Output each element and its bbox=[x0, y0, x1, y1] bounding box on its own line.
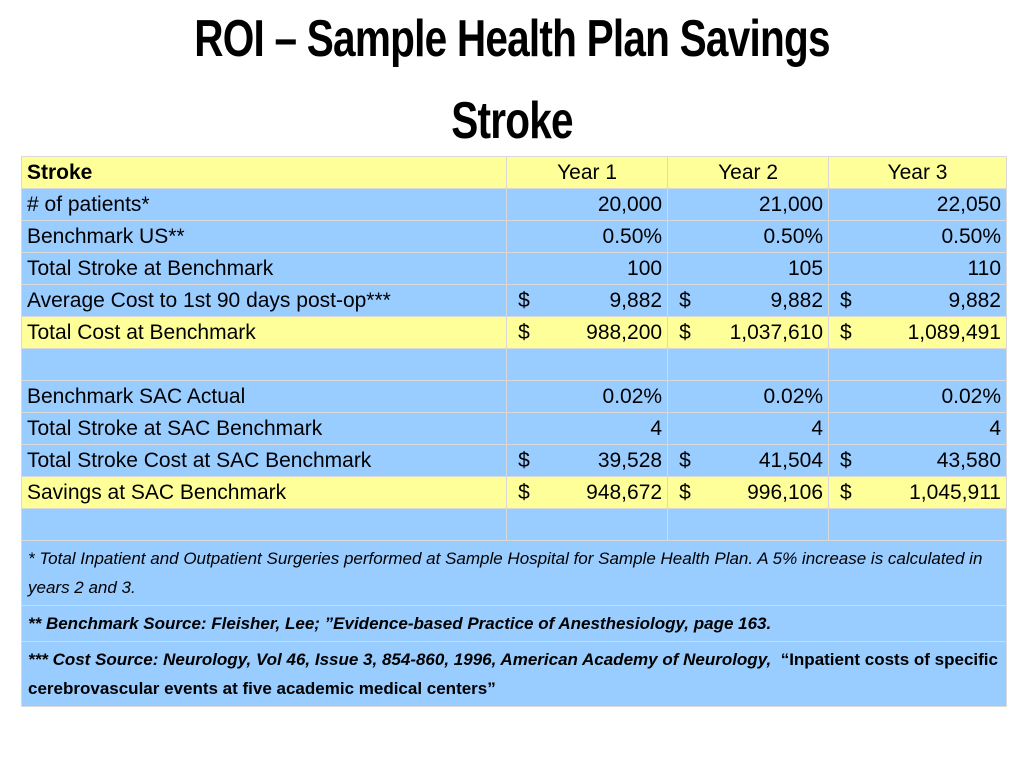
cell-year-2: 4 bbox=[667, 412, 830, 445]
currency-symbol: $ bbox=[518, 321, 530, 344]
cell-year-2: $996,106 bbox=[667, 476, 830, 509]
table-row-total-cost-benchmark: Total Cost at Benchmark $988,200 $1,037,… bbox=[20, 316, 1007, 349]
cell-year-2: 0.02% bbox=[667, 380, 830, 413]
cell-value: 43,580 bbox=[936, 449, 1001, 472]
header-year-2: Year 2 bbox=[667, 156, 830, 189]
cell-year-1: 0.50% bbox=[506, 220, 669, 253]
cell-year-1: 4 bbox=[506, 412, 669, 445]
cell-year-1: $39,528 bbox=[506, 444, 669, 477]
currency-symbol: $ bbox=[679, 481, 691, 504]
currency-symbol: $ bbox=[518, 449, 530, 472]
currency-symbol: $ bbox=[679, 449, 691, 472]
table-row-sac-actual: Benchmark SAC Actual 0.02% 0.02% 0.02% bbox=[20, 380, 1007, 413]
cell-value: 948,672 bbox=[586, 481, 663, 504]
footnote-row-3: *** Cost Source: Neurology, Vol 46, Issu… bbox=[21, 641, 1007, 707]
cell-year-3: $9,882 bbox=[828, 284, 1007, 317]
cell-year-3: 0.02% bbox=[828, 380, 1007, 413]
empty-cell bbox=[20, 508, 508, 541]
cell-value: 1,045,911 bbox=[909, 481, 1001, 504]
table-row-patients: # of patients* 20,000 21,000 22,050 bbox=[20, 188, 1007, 221]
roi-table: Stroke Year 1 Year 2 Year 3 # of patient… bbox=[20, 156, 1007, 707]
empty-cell bbox=[506, 348, 669, 381]
row-label: Benchmark US** bbox=[20, 220, 508, 253]
cell-year-2: 0.50% bbox=[667, 220, 830, 253]
currency-symbol: $ bbox=[679, 289, 691, 312]
cell-year-2: $9,882 bbox=[667, 284, 830, 317]
empty-cell bbox=[828, 508, 1007, 541]
cell-value: 9,882 bbox=[948, 289, 1001, 312]
cell-value: 1,089,491 bbox=[907, 321, 1001, 344]
header-year-1: Year 1 bbox=[506, 156, 669, 189]
cell-year-1: 0.02% bbox=[506, 380, 669, 413]
currency-symbol: $ bbox=[840, 321, 852, 344]
row-label: Benchmark SAC Actual bbox=[20, 380, 508, 413]
cell-year-2: 105 bbox=[667, 252, 830, 285]
header-row: Stroke Year 1 Year 2 Year 3 bbox=[20, 156, 1007, 189]
footnote-row-2: ** Benchmark Source: Fleisher, Lee; ”Evi… bbox=[21, 605, 1007, 642]
footnote-cost-source-title: “Inpatient costs of specific cerebrovasc… bbox=[28, 650, 998, 698]
header-year-3: Year 3 bbox=[828, 156, 1007, 189]
cell-value: 996,106 bbox=[747, 481, 824, 504]
table-row-total-stroke-sac: Total Stroke at SAC Benchmark 4 4 4 bbox=[20, 412, 1007, 445]
cell-year-1: $9,882 bbox=[506, 284, 669, 317]
row-label: Total Stroke at Benchmark bbox=[20, 252, 508, 285]
cell-year-1: 20,000 bbox=[506, 188, 669, 221]
currency-symbol: $ bbox=[518, 289, 530, 312]
currency-symbol: $ bbox=[518, 481, 530, 504]
table-row-spacer bbox=[20, 348, 1007, 381]
cell-year-1: $988,200 bbox=[506, 316, 669, 349]
cell-year-3: $1,045,911 bbox=[828, 476, 1007, 509]
table-row-benchmark-us: Benchmark US** 0.50% 0.50% 0.50% bbox=[20, 220, 1007, 253]
cell-year-3: $43,580 bbox=[828, 444, 1007, 477]
currency-symbol: $ bbox=[840, 289, 852, 312]
cell-year-3: 110 bbox=[828, 252, 1007, 285]
cell-year-2: 21,000 bbox=[667, 188, 830, 221]
currency-symbol: $ bbox=[679, 321, 691, 344]
row-label: # of patients* bbox=[20, 188, 508, 221]
empty-cell bbox=[667, 348, 830, 381]
row-label: Savings at SAC Benchmark bbox=[20, 476, 508, 509]
table-row-savings-sac: Savings at SAC Benchmark $948,672 $996,1… bbox=[20, 476, 1007, 509]
cell-year-2: $1,037,610 bbox=[667, 316, 830, 349]
empty-cell bbox=[506, 508, 669, 541]
cell-year-3: $1,089,491 bbox=[828, 316, 1007, 349]
currency-symbol: $ bbox=[840, 449, 852, 472]
cell-year-3: 4 bbox=[828, 412, 1007, 445]
table-row-total-stroke-cost-sac: Total Stroke Cost at SAC Benchmark $39,5… bbox=[20, 444, 1007, 477]
cell-year-3: 0.50% bbox=[828, 220, 1007, 253]
cell-value: 9,882 bbox=[609, 289, 663, 312]
table-row-total-stroke-benchmark: Total Stroke at Benchmark 100 105 110 bbox=[20, 252, 1007, 285]
footnote-patients: * Total Inpatient and Outpatient Surgeri… bbox=[21, 540, 1007, 606]
table-row-average-cost: Average Cost to 1st 90 days post-op*** $… bbox=[20, 284, 1007, 317]
cell-year-2: $41,504 bbox=[667, 444, 830, 477]
cell-year-3: 22,050 bbox=[828, 188, 1007, 221]
footnote-row-1: * Total Inpatient and Outpatient Surgeri… bbox=[21, 540, 1007, 606]
row-label: Total Stroke at SAC Benchmark bbox=[20, 412, 508, 445]
cell-value: 39,528 bbox=[597, 449, 663, 472]
currency-symbol: $ bbox=[840, 481, 852, 504]
cell-value: 41,504 bbox=[758, 449, 824, 472]
header-label: Stroke bbox=[20, 156, 508, 189]
footnote-cost-source-citation: *** Cost Source: Neurology, Vol 46, Issu… bbox=[28, 650, 772, 669]
row-label: Average Cost to 1st 90 days post-op*** bbox=[20, 284, 508, 317]
empty-cell bbox=[667, 508, 830, 541]
footnote-cost-source: *** Cost Source: Neurology, Vol 46, Issu… bbox=[21, 641, 1007, 707]
cell-value: 9,882 bbox=[770, 289, 824, 312]
row-label: Total Cost at Benchmark bbox=[20, 316, 508, 349]
cell-year-1: 100 bbox=[506, 252, 669, 285]
cell-value: 1,037,610 bbox=[729, 321, 824, 344]
slide-subtitle: Stroke bbox=[451, 92, 573, 150]
slide-title: ROI – Sample Health Plan Savings bbox=[194, 10, 830, 68]
footnote-benchmark-source: ** Benchmark Source: Fleisher, Lee; ”Evi… bbox=[21, 605, 1007, 642]
empty-cell bbox=[20, 348, 508, 381]
table-row-spacer bbox=[20, 508, 1007, 541]
cell-value: 988,200 bbox=[586, 321, 663, 344]
row-label: Total Stroke Cost at SAC Benchmark bbox=[20, 444, 508, 477]
cell-year-1: $948,672 bbox=[506, 476, 669, 509]
empty-cell bbox=[828, 348, 1007, 381]
